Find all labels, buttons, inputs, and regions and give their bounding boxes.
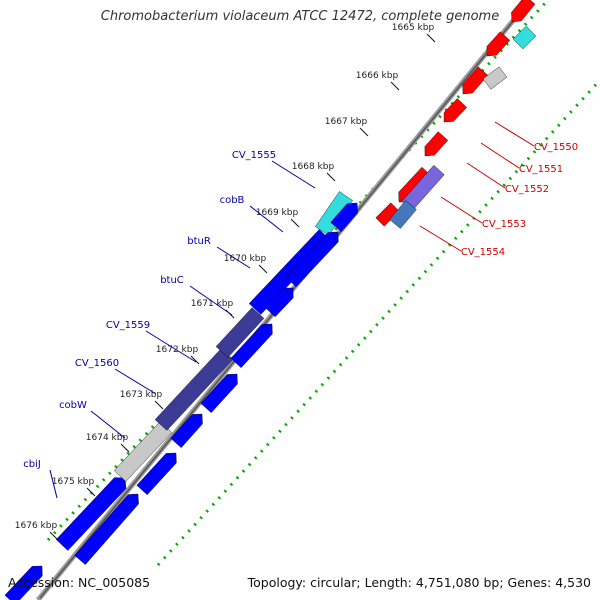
- tick-label: 1674 kbp: [86, 433, 129, 443]
- gene-leader-forward: [145, 330, 197, 363]
- gene-cbiJ: [55, 477, 127, 551]
- gene-red-top2: [511, 0, 536, 23]
- tick-label: 1673 kbp: [120, 390, 163, 400]
- gene-track2-b: [136, 452, 177, 495]
- gene-leader-reverse: [480, 142, 520, 169]
- gene-CV_1552-red: [424, 131, 449, 157]
- gene-label-forward: CV_1555: [232, 150, 276, 161]
- gene-red-top1: [486, 31, 511, 57]
- gene-label-forward: CV_1560: [75, 358, 119, 369]
- accession-text: Accession: NC_005085: [8, 575, 151, 590]
- gene-track2-g: [285, 231, 339, 288]
- gene-label-reverse: CV_1550: [534, 142, 578, 153]
- gene-leader-forward: [249, 205, 284, 233]
- gene-label-reverse: CV_1554: [461, 247, 505, 258]
- tick-connector: [86, 487, 96, 497]
- tick-connector: [190, 355, 200, 365]
- tick-connector: [359, 127, 369, 137]
- gene-track2-e: [230, 323, 273, 368]
- gene-label-forward: cobW: [59, 400, 87, 411]
- gene-leader-reverse: [440, 196, 483, 224]
- tick-label: 1667 kbp: [325, 117, 368, 127]
- gene-leader-reverse: [494, 121, 535, 147]
- gene-label-reverse: CV_1551: [519, 164, 563, 175]
- tick-connector: [120, 443, 130, 453]
- tick-label: 1669 kbp: [256, 208, 299, 218]
- gene-leader-forward: [114, 368, 157, 395]
- gene-gray-small: [482, 66, 508, 90]
- gene-label-forward: CV_1559: [106, 320, 150, 331]
- tick-connector: [154, 400, 164, 410]
- tick-label: 1676 kbp: [15, 521, 58, 531]
- gene-leader-forward: [216, 246, 251, 269]
- gene-leader-forward: [189, 285, 233, 316]
- gene-CV_1554-steel: [389, 200, 417, 229]
- gene-leader-reverse: [466, 162, 506, 189]
- gene-leader-forward: [90, 410, 126, 439]
- tick-label: 1675 kbp: [52, 477, 95, 487]
- tick-connector: [390, 81, 400, 91]
- gene-label-reverse: CV_1553: [482, 219, 526, 230]
- tick-connector: [426, 33, 436, 43]
- gene-track2-h: [330, 202, 358, 232]
- tick-label: 1665 kbp: [392, 23, 435, 33]
- tick-connector: [258, 264, 268, 274]
- gene-leader-forward: [49, 469, 58, 499]
- tick-label: 1670 kbp: [224, 254, 267, 264]
- topology-summary: Topology: circular; Length: 4,751,080 bp…: [247, 575, 591, 590]
- gene-CV_1559: [215, 307, 265, 358]
- gene-track2-f: [264, 287, 294, 318]
- gene-label-forward: cbiJ: [23, 459, 41, 470]
- gene-CV_1551-red: [443, 98, 467, 123]
- gene-track2-a: [74, 493, 139, 565]
- gene-leader-forward: [271, 160, 316, 189]
- gene-label-forward: btuC: [160, 275, 184, 286]
- tick-connector: [49, 531, 59, 541]
- gene-track2-d: [200, 373, 238, 413]
- tick-connector: [290, 218, 300, 228]
- tick-label: 1671 kbp: [191, 299, 234, 309]
- tick-connector: [326, 172, 336, 182]
- gene-track2-edge: [4, 565, 43, 600]
- gene-label-forward: cobB: [220, 195, 245, 206]
- tick-label: 1668 kbp: [292, 162, 335, 172]
- gene-leader-reverse: [419, 225, 462, 252]
- gene-CV_1550-red: [462, 66, 489, 95]
- gene-label-forward: btuR: [187, 236, 211, 247]
- outer-tick-ring: [156, 78, 600, 567]
- gene-label-reverse: CV_1552: [505, 184, 549, 195]
- gene-track2-c: [170, 413, 203, 448]
- tick-label: 1666 kbp: [356, 71, 399, 81]
- map-title: Chromobacterium violaceum ATCC 12472, co…: [100, 9, 500, 24]
- gene-cyan-small: [512, 25, 537, 50]
